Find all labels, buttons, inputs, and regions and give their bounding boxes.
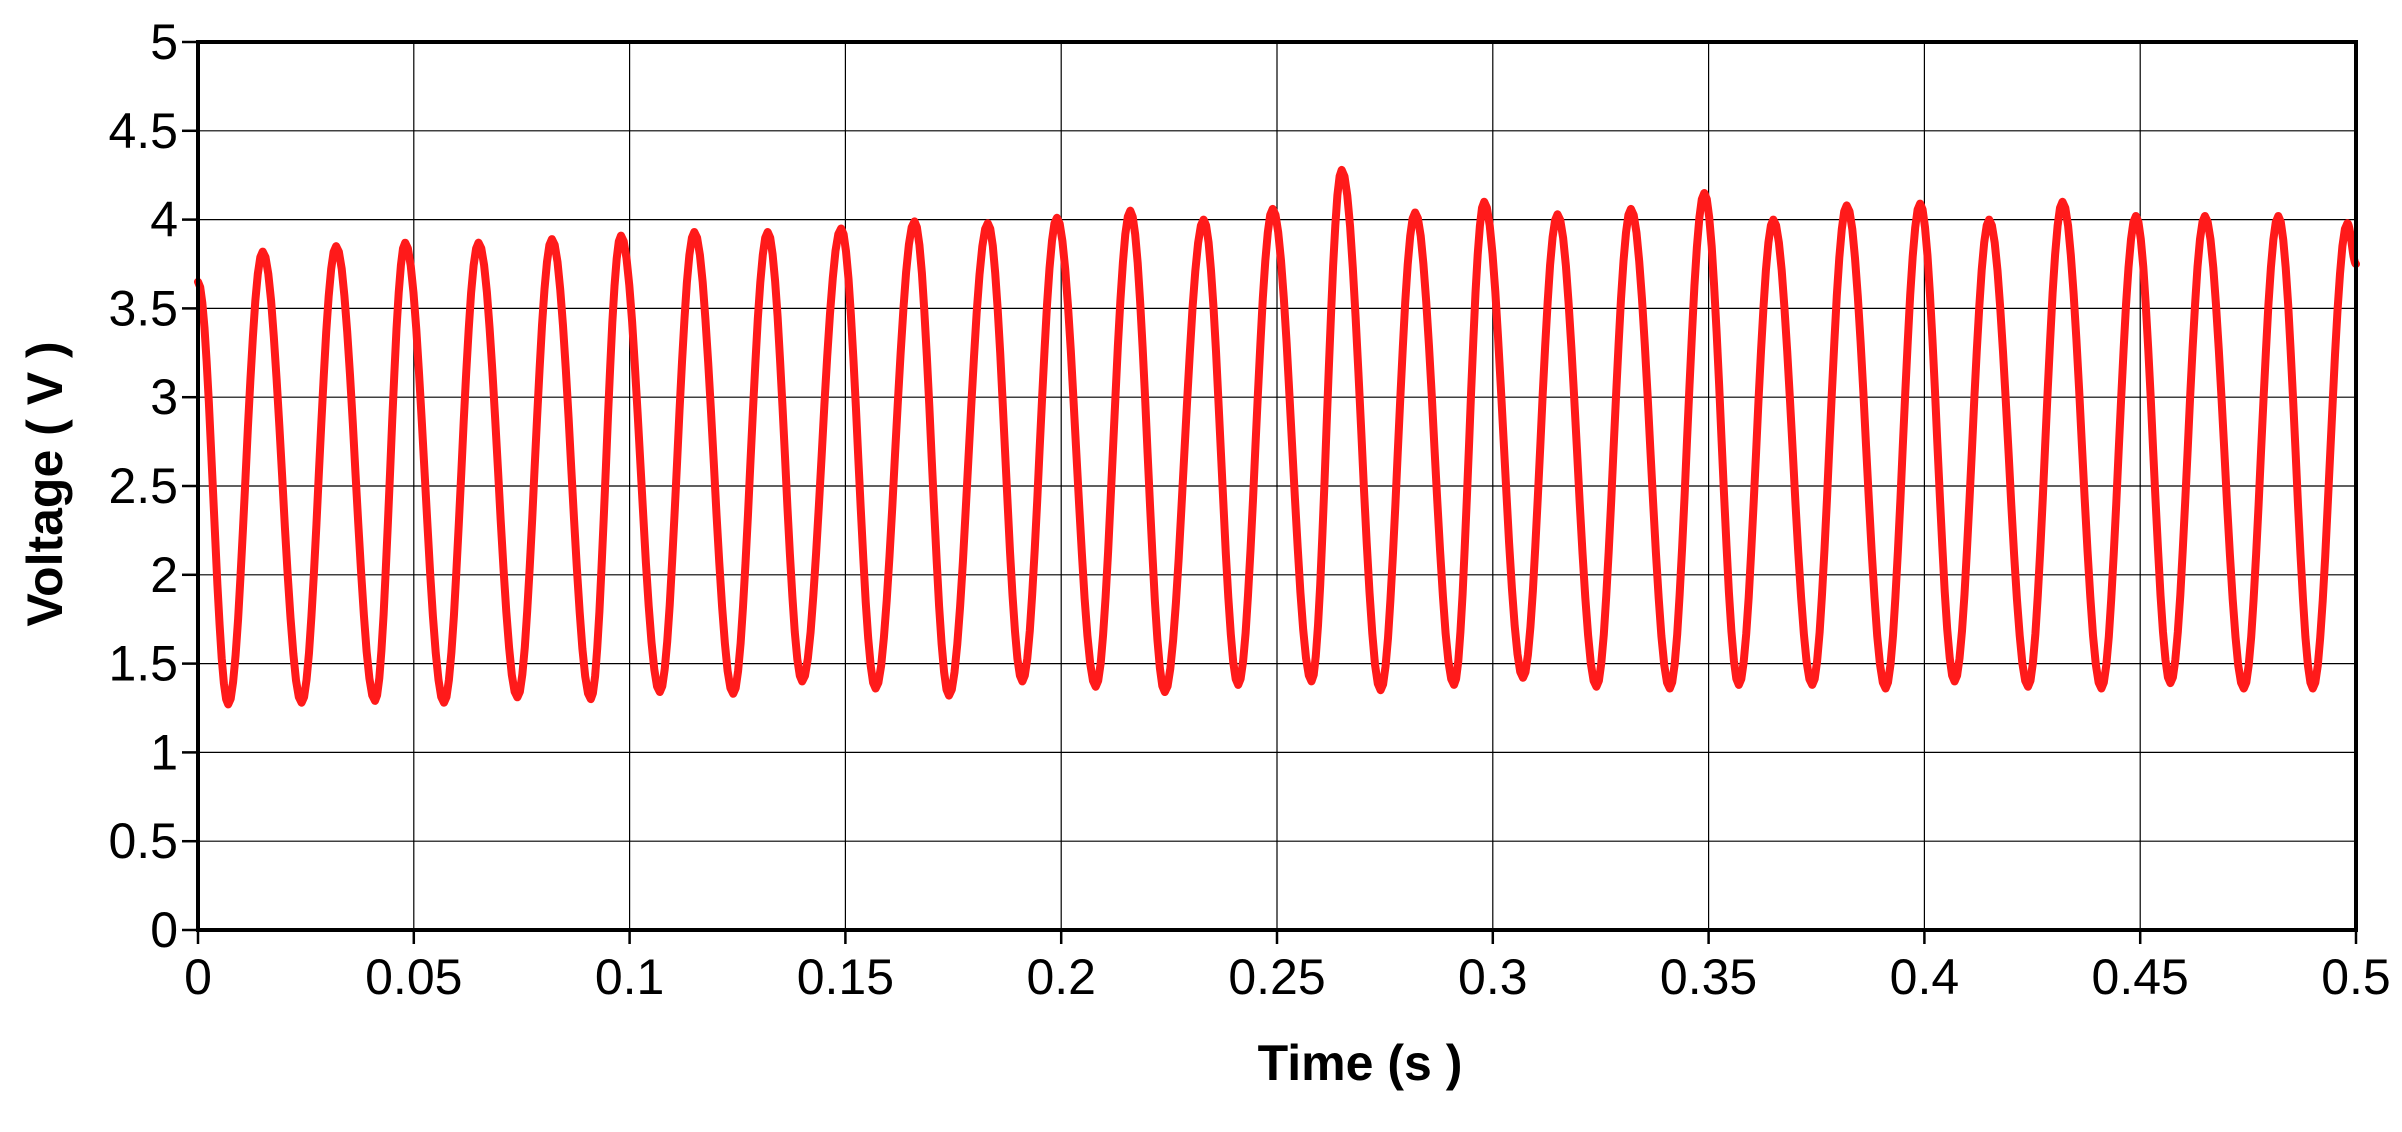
y-tick-label: 2 — [150, 547, 178, 603]
y-tick-labels: 0 0.5 1 1.5 2 2.5 3 3.5 4 4.5 5 — [108, 14, 178, 958]
axis-ticks — [182, 40, 2358, 944]
y-tick-label: 1.5 — [108, 636, 178, 692]
y-tick-label: 4 — [150, 192, 178, 248]
y-axis-label: Voltage ( V ) — [17, 341, 73, 626]
x-tick-label: 0.2 — [1026, 949, 1096, 1005]
x-tick-label: 0.4 — [1890, 949, 1960, 1005]
x-tick-label: 0 — [184, 949, 212, 1005]
y-tick-label: 3 — [150, 369, 178, 425]
y-tick-label: 3.5 — [108, 280, 178, 336]
x-tick-label: 0.25 — [1228, 949, 1325, 1005]
x-tick-label: 0.35 — [1660, 949, 1757, 1005]
x-tick-label: 0.15 — [797, 949, 894, 1005]
y-tick-label: 2.5 — [108, 458, 178, 514]
y-tick-label: 1 — [150, 724, 178, 780]
grid-lines — [197, 41, 2357, 931]
voltage-series-line — [194, 165, 2360, 709]
x-tick-label: 0.5 — [2321, 949, 2391, 1005]
y-tick-label: 4.5 — [108, 103, 178, 159]
y-tick-label: 5 — [150, 14, 178, 70]
x-axis-label: Time (s ) — [1258, 1035, 1463, 1091]
x-tick-label: 0.3 — [1458, 949, 1528, 1005]
plot-frame — [196, 40, 2358, 932]
x-tick-label: 0.05 — [365, 949, 462, 1005]
x-tick-label: 0.1 — [595, 949, 665, 1005]
y-tick-label: 0 — [150, 902, 178, 958]
y-tick-label: 0.5 — [108, 813, 178, 869]
x-tick-labels: 0 0.05 0.1 0.15 0.2 0.25 0.3 0.35 0.4 0.45 0.5 — [184, 949, 2391, 1005]
x-tick-label: 0.45 — [2092, 949, 2189, 1005]
plot-series — [194, 165, 2360, 709]
